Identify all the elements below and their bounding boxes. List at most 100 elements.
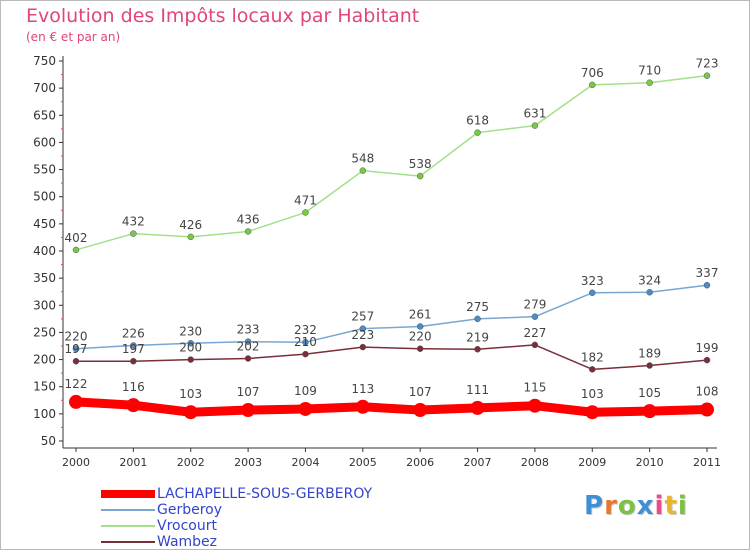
data-point <box>72 357 80 365</box>
data-point <box>589 81 596 89</box>
data-label: 426 <box>179 218 202 232</box>
data-label: 402 <box>65 231 88 245</box>
x-tick-label: 2008 <box>521 456 549 469</box>
data-point <box>359 343 367 351</box>
data-label: 279 <box>523 298 546 312</box>
data-point <box>531 341 539 349</box>
x-tick-label: 2007 <box>464 456 492 469</box>
logo-letter: r <box>604 491 618 521</box>
data-label: 115 <box>523 381 546 395</box>
logo-letter: t <box>664 491 678 521</box>
data-label: 432 <box>122 215 145 229</box>
data-label: 471 <box>294 193 317 207</box>
data-label: 105 <box>638 386 661 400</box>
data-label: 710 <box>638 64 661 78</box>
data-point <box>298 401 313 416</box>
data-point <box>244 338 252 345</box>
data-label: 220 <box>65 330 88 344</box>
data-point <box>359 167 367 174</box>
legend-swatch-vrocourt <box>101 525 155 527</box>
x-tick-label: 2010 <box>636 456 664 469</box>
proxiti-logo: Proxiti <box>584 491 688 521</box>
series-line-gerberoy <box>75 284 708 350</box>
data-label: 548 <box>351 152 374 166</box>
data-label: 116 <box>122 380 145 394</box>
data-label: 227 <box>523 326 546 340</box>
data-point <box>355 399 370 414</box>
y-tick-label: 500 <box>33 190 56 204</box>
data-point <box>69 394 83 409</box>
x-tick-label: 2006 <box>406 456 434 469</box>
data-point <box>531 313 539 320</box>
x-tick-label: 2004 <box>291 456 319 469</box>
x-tick-label: 2005 <box>349 456 377 469</box>
data-label: 103 <box>179 387 202 401</box>
data-point <box>416 172 424 180</box>
data-label: 723 <box>696 57 719 71</box>
data-point <box>244 355 252 362</box>
logo-letter: i <box>677 491 688 521</box>
data-label: 220 <box>409 330 432 344</box>
y-tick-label: 400 <box>33 244 56 258</box>
data-label: 324 <box>638 273 661 287</box>
data-point <box>589 366 596 373</box>
data-label: 233 <box>237 323 260 337</box>
data-point <box>474 129 481 136</box>
legend-label-gerberoy: Gerberoy <box>157 502 223 518</box>
data-label: 219 <box>466 330 489 344</box>
y-tick-label: 200 <box>33 353 56 367</box>
legend-label-vrocourt: Vrocourt <box>157 518 217 534</box>
logo-letter: P <box>584 491 605 521</box>
data-point <box>642 404 657 419</box>
y-tick-label: 700 <box>33 81 56 95</box>
data-label: 337 <box>696 266 719 280</box>
data-point <box>413 403 428 418</box>
data-label: 618 <box>466 114 489 128</box>
y-tick-label: 100 <box>33 407 56 421</box>
series-line-lachapelle-sous-gerberoy <box>71 397 712 417</box>
y-tick-label: 600 <box>33 135 56 149</box>
x-tick-label: 2002 <box>177 456 205 469</box>
data-point <box>302 209 309 216</box>
y-tick-label: 750 <box>33 54 56 68</box>
data-point <box>703 72 711 79</box>
logo-letter: x <box>636 491 655 521</box>
data-label: 210 <box>294 335 317 349</box>
data-point <box>646 362 653 369</box>
data-label: 631 <box>523 107 546 121</box>
legend-label-wambez: Wambez <box>157 534 218 550</box>
data-label: 200 <box>179 341 202 355</box>
data-label: 275 <box>466 300 489 314</box>
data-label: 189 <box>638 347 661 361</box>
data-point <box>585 405 600 420</box>
data-label: 261 <box>409 307 432 321</box>
data-label: 202 <box>237 339 260 353</box>
legend-swatch-lachapelle <box>101 490 155 498</box>
data-label: 538 <box>409 157 432 171</box>
data-point <box>470 400 485 415</box>
data-point <box>130 230 137 237</box>
data-label: 226 <box>122 326 145 340</box>
data-point <box>700 402 714 417</box>
data-point <box>187 233 194 241</box>
data-label: 197 <box>65 342 88 356</box>
y-tick-label: 250 <box>33 325 56 339</box>
y-tick-label: 50 <box>41 434 56 448</box>
data-label: 199 <box>696 341 719 355</box>
y-tick-label: 350 <box>33 271 56 285</box>
y-tick-label: 450 <box>33 217 56 231</box>
data-point <box>646 289 653 296</box>
data-label: 257 <box>351 310 374 324</box>
x-tick-label: 2000 <box>62 456 90 469</box>
data-point <box>527 398 542 413</box>
data-point <box>416 345 424 352</box>
data-point <box>130 342 137 349</box>
series-line-vrocourt <box>75 74 708 251</box>
data-label: 107 <box>237 385 260 399</box>
legend-label-lachapelle: LACHAPELLE-SOUS-GERBEROY <box>157 486 373 502</box>
data-label: 323 <box>581 274 604 288</box>
chart-title: Evolution des Impôts locaux par Habitant <box>26 5 420 27</box>
data-label: 182 <box>581 350 604 364</box>
